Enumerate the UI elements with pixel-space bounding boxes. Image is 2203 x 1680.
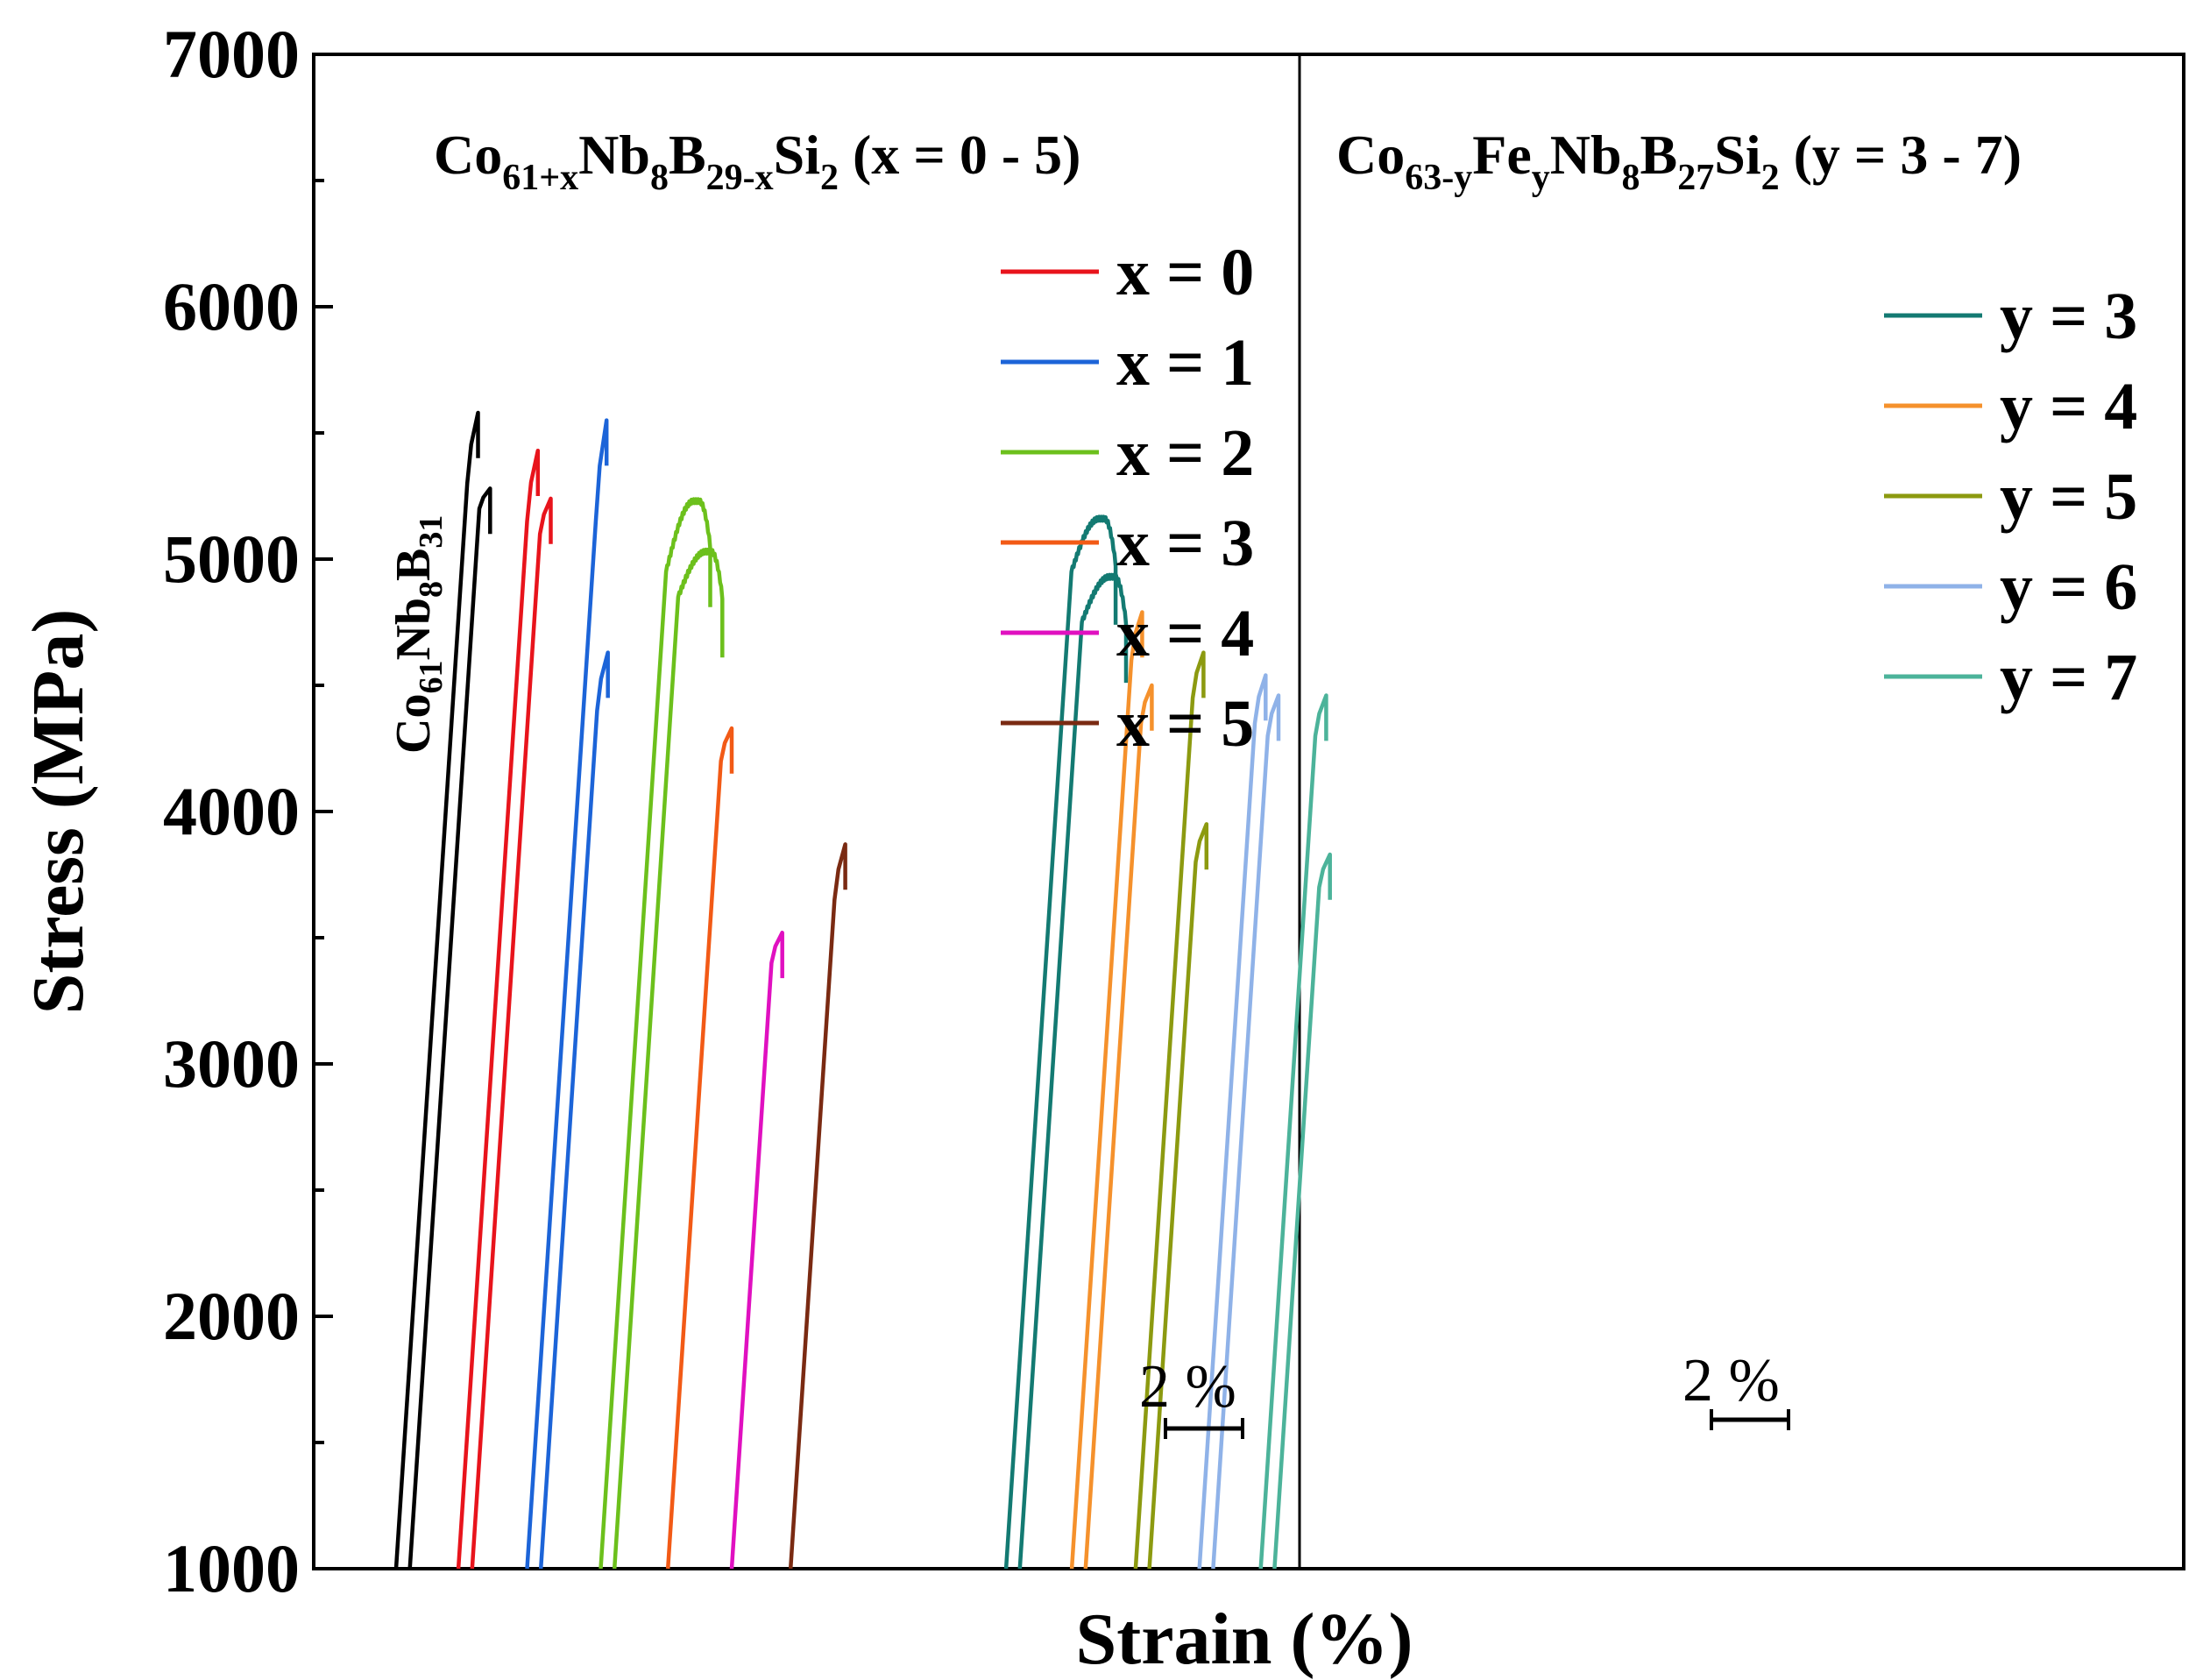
curve-x-0-2 [470, 496, 553, 1570]
y-tick-label: 3000 [163, 1025, 300, 1102]
scale-bar-right: 2 % [1682, 1347, 1790, 1430]
legend-label: y = 6 [2000, 550, 2137, 624]
curve-y-5-1 [1133, 650, 1206, 1570]
curve-y-7-1 [1258, 693, 1328, 1570]
curve-y-7-2 [1272, 852, 1332, 1570]
curve-y-4-1 [1069, 610, 1144, 1570]
legend-label: x = 2 [1116, 416, 1254, 490]
legend-label: y = 4 [2000, 370, 2137, 443]
legend-left: x = 0 x = 1 x = 2 x = 3 x = 4 x = 5 [1001, 236, 1254, 761]
x-axis-title: Strain (%) [1076, 1598, 1413, 1680]
curve-y-5-2 [1147, 822, 1209, 1570]
curve-y-6-1 [1197, 673, 1268, 1570]
scale-bar-left-label: 2 % [1139, 1353, 1236, 1421]
curve-x-2-1 [599, 497, 712, 1570]
curve-y-4-2 [1083, 683, 1154, 1570]
y-tick-label: 1000 [163, 1530, 300, 1606]
curve-y-3-2 [1017, 572, 1129, 1570]
scale-bar-left: 2 % [1139, 1353, 1244, 1439]
y-tick-label: 7000 [163, 16, 300, 92]
y-tick-label: 5000 [163, 521, 300, 597]
annotation-co61nb8b31: Co61Nb8B31 [386, 515, 450, 754]
curve-y-3-1 [1003, 514, 1118, 1570]
y-axis-tick-labels: 1000 2000 3000 4000 5000 6000 7000 [163, 16, 300, 1606]
curve-x-1-1 [525, 418, 609, 1570]
legend-label: x = 5 [1116, 687, 1254, 761]
y-tick-label: 2000 [163, 1278, 300, 1354]
legend-label: y = 3 [2000, 280, 2137, 353]
legend-label: x = 4 [1116, 597, 1254, 670]
curve-x-0-1 [456, 448, 541, 1570]
y-axis-ticks [314, 53, 333, 1570]
stress-strain-curves [393, 410, 1332, 1570]
scale-bar-right-label: 2 % [1682, 1347, 1780, 1414]
legend-label: x = 0 [1116, 236, 1254, 309]
curve-Co61Nb8B31-2 [407, 486, 492, 1570]
legend-label: y = 5 [2000, 460, 2137, 534]
legend-label: x = 1 [1116, 326, 1254, 400]
y-axis-title: Stress (MPa) [18, 609, 99, 1015]
curve-Co61Nb8B31-1 [393, 410, 480, 1570]
panel-title-left: Co61+xNb8B29-xSi2 (x = 0 - 5) [434, 124, 1080, 198]
curve-x-1-2 [538, 650, 610, 1570]
legend-right: y = 3 y = 4 y = 5 y = 6 y = 7 [1884, 280, 2137, 714]
curve-x-2-2 [612, 547, 725, 1570]
curve-x-3-1 [665, 726, 734, 1570]
curve-x-5-1 [788, 842, 847, 1570]
y-tick-label: 6000 [163, 268, 300, 344]
legend-label: x = 3 [1116, 507, 1254, 580]
y-tick-label: 4000 [163, 773, 300, 849]
panel-title-right: Co63-yFeyNb8B27Si2 (y = 3 - 7) [1336, 124, 2022, 198]
legend-label: y = 7 [2000, 641, 2137, 714]
curve-y-6-2 [1211, 693, 1281, 1570]
curve-x-4-1 [729, 930, 784, 1570]
